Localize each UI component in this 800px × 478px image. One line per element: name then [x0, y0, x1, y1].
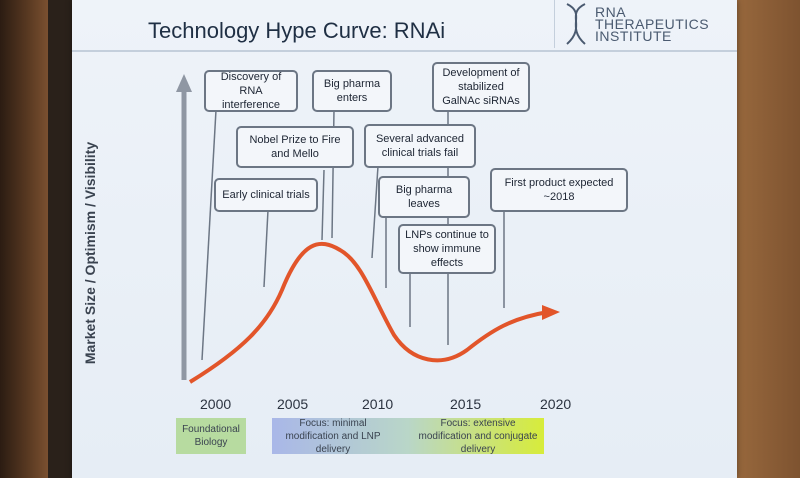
year-2015: 2015 — [450, 396, 482, 412]
year-2005: 2005 — [277, 396, 309, 412]
leader-discovery — [201, 109, 217, 361]
band-extensive-modification-text: Focus: extensive modification and conjug… — [418, 417, 538, 455]
y-axis-arrowhead — [176, 74, 192, 92]
leader-early-trials — [263, 209, 269, 288]
event-nobel-prize: Nobel Prize to Fire and Mello — [236, 126, 354, 168]
event-discovery: Discovery of RNA interference — [204, 70, 298, 112]
institute-logo: RNA THERAPEUTICS INSTITUTE — [554, 0, 725, 48]
band-foundational-biology: Foundational Biology — [176, 418, 246, 454]
event-galnac-sirnas: Development of stabilized GalNAc siRNAs — [432, 62, 530, 112]
leader-nobel — [321, 169, 325, 241]
slide-header: Technology Hype Curve: RNAi RNA THERAPEU… — [72, 0, 737, 52]
band-minimal-modification: Focus: minimal modification and LNP deli… — [272, 417, 544, 455]
presentation-slide: Technology Hype Curve: RNAi RNA THERAPEU… — [72, 0, 737, 478]
event-lnps-immune: LNPs continue to show immune effects — [398, 224, 496, 274]
band-minimal-modification-text: Focus: minimal modification and LNP deli… — [285, 417, 381, 455]
logo-line-2: THERAPEUTICS — [595, 16, 710, 32]
year-2010: 2010 — [362, 396, 394, 412]
event-first-product: First product expected ~2018 — [490, 168, 628, 212]
event-early-trials: Early clinical trials — [214, 178, 318, 212]
event-pharma-leaves: Big pharma leaves — [378, 176, 470, 218]
dna-helix-icon — [566, 3, 586, 45]
y-axis-label: Market Size / Optimism / Visibility — [82, 141, 98, 365]
event-big-pharma-enters: Big pharma enters — [312, 70, 392, 112]
room-wall-right — [730, 0, 800, 478]
logo-line-1: RNA — [595, 4, 627, 20]
leader-trials-fail — [371, 165, 379, 259]
logo-line-3: INSTITUTE — [595, 28, 672, 44]
room-wall-left — [0, 0, 48, 478]
slide-title: Technology Hype Curve: RNAi — [148, 18, 446, 43]
year-2020: 2020 — [540, 396, 572, 412]
curve-arrowhead — [542, 305, 560, 320]
hype-curve — [188, 241, 549, 384]
year-2000: 2000 — [200, 396, 232, 412]
event-trials-fail: Several advanced clinical trials fail — [364, 124, 476, 168]
